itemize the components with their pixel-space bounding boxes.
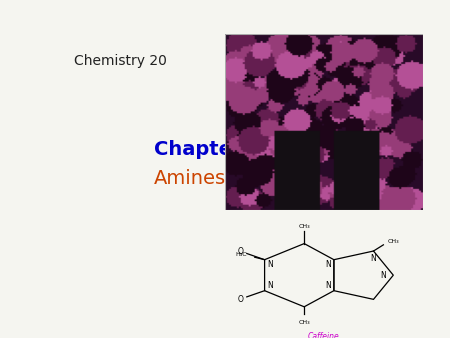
Text: Chemistry 20: Chemistry 20 — [74, 54, 166, 68]
Text: N: N — [371, 254, 376, 263]
Text: N: N — [325, 260, 331, 269]
Text: N: N — [268, 281, 274, 290]
Text: CH₃: CH₃ — [298, 224, 310, 229]
Text: O: O — [238, 246, 244, 256]
Text: CH₃: CH₃ — [387, 239, 399, 244]
Text: Chapter 8: Chapter 8 — [154, 140, 262, 160]
Text: CH₃: CH₃ — [298, 320, 310, 325]
Text: N: N — [381, 271, 386, 280]
Text: O: O — [238, 295, 244, 304]
Text: N: N — [268, 260, 274, 269]
Text: H₃C: H₃C — [235, 252, 247, 257]
Text: N: N — [325, 281, 331, 290]
Text: Caffeine: Caffeine — [308, 332, 340, 338]
Text: Amines: Amines — [154, 169, 226, 188]
